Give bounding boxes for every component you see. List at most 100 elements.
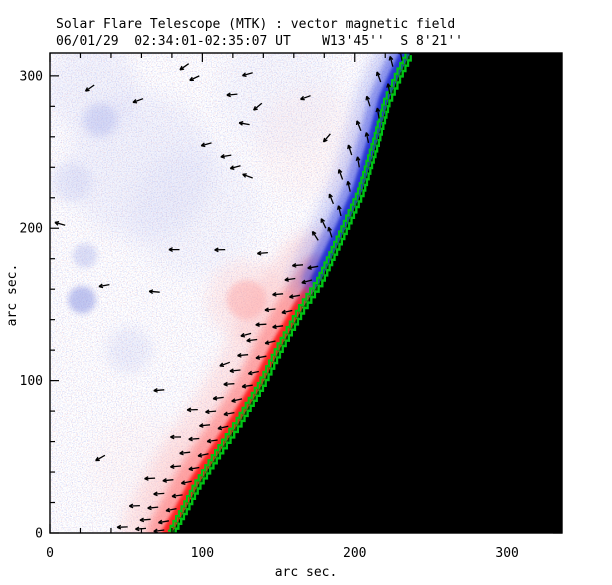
vector-arrow	[247, 370, 259, 376]
vector-arrow	[364, 132, 370, 144]
y-axis-title: arc sec.	[5, 264, 20, 327]
vector-arrow	[311, 230, 319, 241]
vector-arrow	[320, 218, 327, 229]
axis-labels: 0 100 200 300 0 100 200 300 arc sec. arc sec.	[5, 69, 519, 580]
limb-contour-outer	[173, 55, 412, 533]
vector-arrow	[147, 505, 159, 511]
limb-contour-mid	[170, 53, 409, 533]
vector-arrow	[229, 368, 241, 374]
vector-arrow	[223, 381, 235, 387]
vector-arrow	[307, 265, 319, 270]
vector-arrow	[132, 98, 144, 104]
vector-arrow	[165, 507, 177, 513]
tint-blob	[50, 53, 139, 134]
y-tick-label: 300	[20, 69, 43, 84]
vector-arrow	[148, 289, 160, 295]
y-tick-label: 100	[20, 374, 43, 389]
vector-arrow	[229, 165, 241, 170]
vector-arrow	[300, 95, 311, 101]
vector-arrow	[116, 524, 128, 530]
vector-arrow	[284, 277, 296, 282]
vector-arrow	[281, 309, 293, 315]
vector-arrow	[139, 517, 151, 523]
vector-arrow	[301, 279, 313, 285]
vector-arrow	[337, 169, 344, 180]
vector-arrow	[272, 291, 284, 297]
vector-arrow	[153, 387, 165, 393]
x-tick-label: 0	[46, 546, 54, 561]
vector-arrow	[386, 83, 391, 95]
vector-arrow	[322, 133, 331, 143]
vector-arrow	[272, 324, 284, 330]
vector-arrow	[375, 107, 381, 119]
x-tick-label: 300	[495, 546, 518, 561]
plot-canvas	[50, 53, 562, 533]
vector-arrow	[158, 519, 170, 525]
vector-arrow	[153, 491, 165, 497]
vector-arrow	[128, 503, 140, 509]
vector-arrow	[365, 95, 371, 107]
vector-arrow	[388, 55, 394, 67]
plot-frame	[49, 52, 563, 534]
vector-arrow	[214, 247, 226, 253]
tint-blob	[106, 327, 153, 373]
vector-arrow	[200, 142, 212, 148]
vector-arrow	[347, 144, 353, 156]
vector-arrow	[238, 120, 250, 126]
vector-arrow	[328, 193, 335, 205]
vector-arrow	[135, 526, 147, 532]
vector-arrow	[170, 464, 182, 470]
vector-arrow	[98, 283, 110, 289]
vector-arrow	[255, 355, 267, 360]
vector-arrow	[246, 337, 258, 343]
vector-arrow	[336, 205, 342, 217]
vector-arrow	[84, 84, 95, 92]
vector-arrow	[220, 153, 232, 159]
vector-arrow	[186, 407, 198, 413]
plot-subtitle: 06/01/29 02:34:01-02:35:07 UT W13'45'' S…	[56, 34, 463, 49]
vector-arrow	[226, 92, 238, 98]
vector-arrow	[241, 383, 253, 389]
vector-arrow	[242, 173, 253, 179]
x-tick-label: 200	[343, 546, 366, 561]
vector-arrow	[95, 454, 106, 462]
vector-arrow	[231, 398, 243, 403]
vector-arrow	[171, 493, 183, 499]
vector-arrow	[253, 102, 263, 111]
vector-arrow	[264, 307, 276, 313]
sky-region	[171, 53, 562, 533]
vector-arrow	[188, 436, 200, 442]
vector-arrow	[237, 352, 249, 358]
tint-blob	[68, 286, 96, 314]
vector-arrow	[54, 220, 66, 226]
vector-arrow	[241, 72, 253, 78]
vector-arrow	[291, 263, 304, 268]
vector-arrows	[54, 53, 404, 533]
vector-arrow	[188, 466, 200, 472]
x-axis-title: arc sec.	[275, 565, 338, 580]
vector-arrow	[162, 478, 174, 483]
vector-arrow	[168, 247, 180, 252]
plot-title: Solar Flare Telescope (MTK) : vector mag…	[56, 17, 456, 32]
vector-arrow	[206, 438, 218, 444]
vector-arrow	[240, 332, 252, 338]
vector-arrow	[179, 450, 191, 456]
vector-arrow	[256, 250, 268, 256]
tint-blob	[72, 243, 98, 268]
vector-arrow	[327, 226, 333, 238]
vector-arrow	[289, 294, 301, 299]
vector-arrow	[197, 452, 209, 458]
vector-arrow	[219, 361, 231, 368]
vector-arrow	[217, 425, 229, 431]
vector-arrow	[205, 409, 217, 415]
y-tick-label: 200	[20, 222, 43, 237]
vector-arrow	[212, 395, 224, 401]
vector-arrow	[355, 156, 361, 168]
x-tick-label: 100	[191, 546, 214, 561]
tint-blob	[130, 149, 259, 277]
frame-rect	[49, 52, 563, 534]
vector-arrow	[189, 75, 200, 82]
vector-arrow	[346, 180, 351, 192]
